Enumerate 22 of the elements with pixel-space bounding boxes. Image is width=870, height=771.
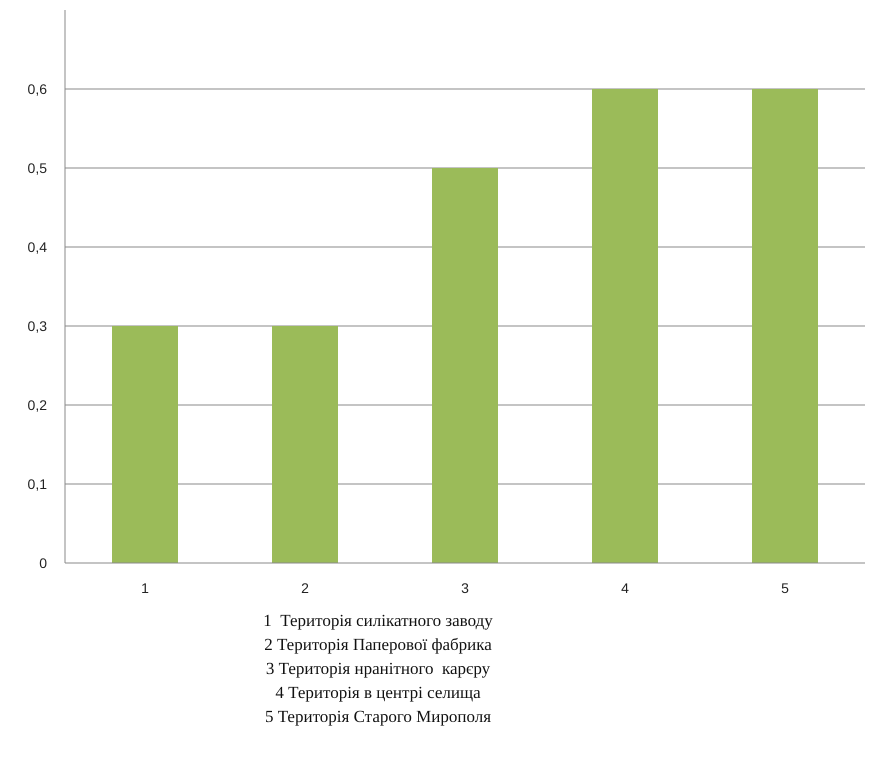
y-tick-label: 0	[39, 554, 48, 571]
x-tick-label: 2	[301, 580, 310, 596]
y-tick-label: 0,3	[28, 318, 48, 334]
y-tick-label: 0,2	[28, 396, 48, 413]
x-tick-label: 3	[461, 580, 470, 596]
y-tick-label: 0,4	[28, 238, 48, 255]
text: 3 Територія нранітного карєру	[264, 658, 492, 680]
x-tick-label: 5	[781, 580, 790, 596]
x-tick-label: 1	[141, 580, 150, 596]
x-tick-label: 4	[621, 580, 630, 596]
text: 4 Територія в центрі селища	[274, 682, 482, 704]
text: 1 Територія силікатного заводу	[262, 610, 494, 632]
text: 2 Територія Паперової фабрика	[263, 634, 493, 656]
bar	[592, 89, 658, 563]
text: 5 Територія Старого Мирополя	[264, 706, 492, 728]
y-tick-label: 0,1	[28, 476, 48, 492]
bar	[752, 89, 818, 563]
bar	[432, 168, 498, 563]
y-tick-label: 0,5	[28, 160, 48, 176]
y-tick-label: 0,6	[28, 80, 48, 97]
bar	[112, 326, 178, 563]
bar	[272, 326, 338, 563]
